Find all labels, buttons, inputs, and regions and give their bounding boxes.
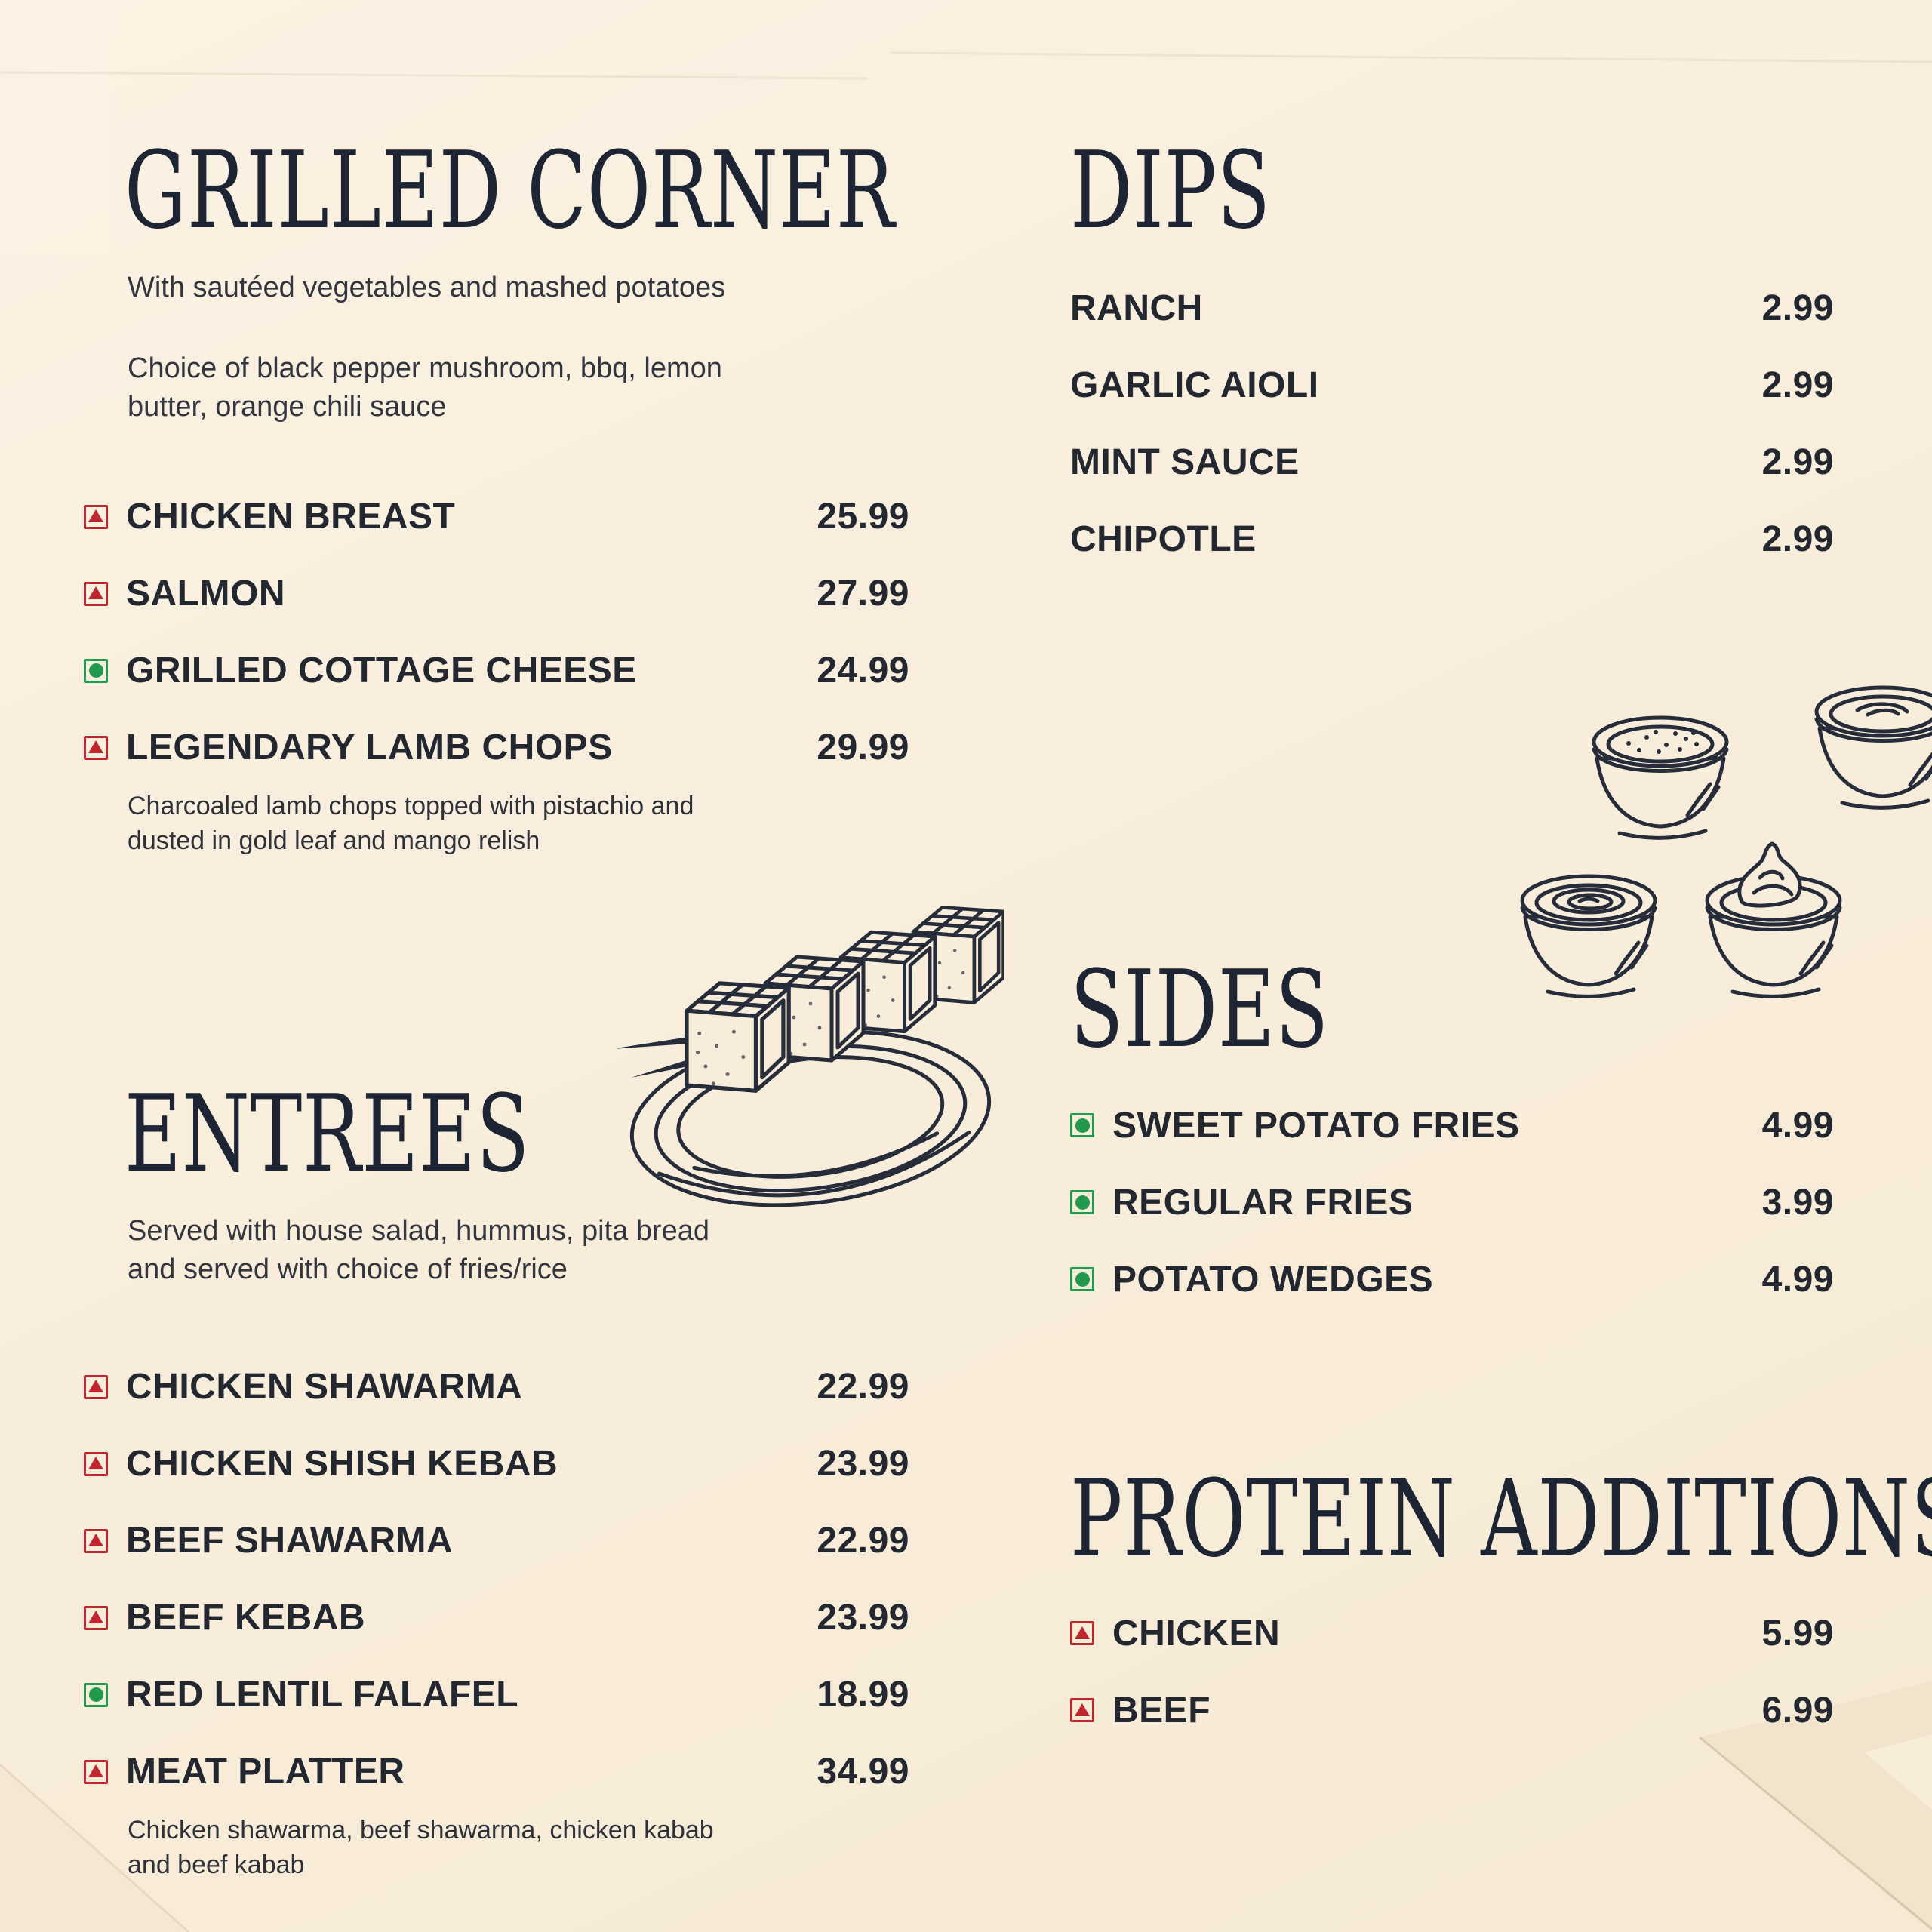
diet-icon (84, 1528, 108, 1553)
menu-item-row: CHICKEN 5.99 (1070, 1613, 1834, 1654)
menu-item-price: 24.99 (817, 651, 909, 691)
menu-item-name: SALMON (126, 574, 285, 614)
menu-item-price: 2.99 (1761, 365, 1834, 405)
section-note: Choice of black pepper mushroom, bbq, le… (128, 352, 722, 423)
menu-item-name: CHICKEN SHISH KEBAB (126, 1444, 558, 1484)
menu-item-price: 22.99 (817, 1521, 909, 1561)
diet-icon (84, 1451, 108, 1476)
section-protein-additions: PROTEIN ADDITIONS CHICKEN 5.99 BEEF 6.99 (1070, 1457, 1932, 1769)
section-entrees: ENTREES Served with house salad, hummus,… (84, 1072, 909, 1924)
menu-item-price: 27.99 (817, 574, 909, 614)
menu-item-name: RANCH (1070, 288, 1203, 328)
menu-item-price: 2.99 (1761, 441, 1834, 482)
menu-item-row: SALMON 27.99 (84, 574, 909, 614)
menu-item-list: RANCH 2.99 GARLIC AIOLI 2.99 MINT SAUCE … (1070, 288, 1834, 559)
section-subtitle: Served with house salad, hummus, pita br… (128, 1215, 709, 1285)
section-title-entrees: ENTREES (125, 1072, 531, 1196)
menu-item-row: RANCH 2.99 (1070, 288, 1834, 328)
menu-item-row: CHICKEN SHISH KEBAB 23.99 (84, 1444, 909, 1484)
menu-item-row: POTATO WEDGES 4.99 (1070, 1259, 1834, 1300)
menu-item-row: MEAT PLATTER 34.99 (84, 1752, 909, 1792)
menu-item-row: RED LENTIL FALAFEL 18.99 (84, 1675, 909, 1715)
kebab-plate-illustration (617, 854, 1004, 1208)
menu-item-price: 2.99 (1761, 288, 1834, 328)
menu-item-name: CHICKEN SHAWARMA (126, 1367, 523, 1407)
diet-icon (1070, 1190, 1094, 1214)
menu-item-price: 6.99 (1761, 1690, 1834, 1730)
menu-item-name: CHICKEN (1112, 1613, 1281, 1654)
section-title-grilled-corner: GRILLED CORNER (125, 129, 896, 253)
section-title-sides: SIDES (1070, 948, 1329, 1072)
menu-item-price: 18.99 (817, 1675, 909, 1715)
menu-item-row: REGULAR FRIES 3.99 (1070, 1182, 1834, 1223)
menu-item-name: REGULAR FRIES (1112, 1182, 1414, 1223)
menu-item-name: BEEF (1112, 1690, 1211, 1730)
section-title-protein-additions: PROTEIN ADDITIONS (1070, 1457, 1932, 1581)
diet-icon (84, 1374, 108, 1399)
menu-item-name: RED LENTIL FALAFEL (126, 1675, 519, 1715)
menu-item-list: CHICKEN 5.99 BEEF 6.99 (1070, 1613, 1834, 1730)
menu-item-price: 3.99 (1761, 1182, 1834, 1223)
diet-icon (1070, 1621, 1094, 1645)
menu-item-description: Charcoaled lamb chops topped with pistac… (128, 791, 694, 855)
menu-item-name: CHICKEN BREAST (126, 497, 456, 537)
menu-item-name: MEAT PLATTER (126, 1752, 405, 1792)
menu-item-price: 23.99 (817, 1444, 909, 1484)
section-sides: SIDES SWEET POTATO FRIES 4.99 REGULAR FR… (1070, 953, 1834, 1338)
diet-icon (1070, 1698, 1094, 1722)
menu-item-row: GRILLED COTTAGE CHEESE 24.99 (84, 651, 909, 691)
menu-item-row: BEEF KEBAB 23.99 (84, 1598, 909, 1638)
menu-item-row: CHICKEN SHAWARMA 22.99 (84, 1367, 909, 1407)
section-grilled-corner: GRILLED CORNER With sautéed vegetables a… (84, 129, 909, 900)
menu-item-name: LEGENDARY LAMB CHOPS (126, 728, 613, 768)
menu-item-name: POTATO WEDGES (1112, 1259, 1434, 1300)
menu-item-name: SWEET POTATO FRIES (1112, 1105, 1520, 1146)
section-subtitle: With sautéed vegetables and mashed potat… (128, 272, 726, 303)
menu-item-list: SWEET POTATO FRIES 4.99 REGULAR FRIES 3.… (1070, 1105, 1834, 1300)
menu-item-price: 4.99 (1761, 1259, 1834, 1300)
menu-item-row: LEGENDARY LAMB CHOPS 29.99 (84, 728, 909, 768)
dip-bowls-illustration (1509, 648, 1932, 1002)
menu-item-price: 23.99 (817, 1598, 909, 1638)
menu-item-price: 2.99 (1761, 518, 1834, 559)
menu-item-description: Chicken shawarma, beef shawarma, chicken… (128, 1815, 714, 1880)
diet-icon (84, 504, 108, 529)
menu-item-row: MINT SAUCE 2.99 (1070, 441, 1834, 482)
menu-item-name: MINT SAUCE (1070, 441, 1300, 482)
diet-icon (84, 1605, 108, 1630)
menu-item-name: GRILLED COTTAGE CHEESE (126, 651, 637, 691)
diet-icon (84, 581, 108, 606)
menu-item-price: 4.99 (1761, 1105, 1834, 1146)
menu-item-price: 34.99 (817, 1752, 909, 1792)
menu-item-name: GARLIC AIOLI (1070, 365, 1319, 405)
menu-item-row: GARLIC AIOLI 2.99 (1070, 365, 1834, 405)
diet-icon (1070, 1267, 1094, 1291)
menu-item-name: BEEF KEBAB (126, 1598, 366, 1638)
menu-item-price: 5.99 (1761, 1613, 1834, 1654)
menu-item-row: BEEF SHAWARMA 22.99 (84, 1521, 909, 1561)
menu-item-list: CHICKEN SHAWARMA 22.99 CHICKEN SHISH KEB… (84, 1367, 909, 1882)
diet-icon (84, 1759, 108, 1784)
menu-item-name: CHIPOTLE (1070, 518, 1257, 559)
menu-item-price: 22.99 (817, 1367, 909, 1407)
diet-icon (1070, 1113, 1094, 1137)
menu-item-price: 25.99 (817, 497, 909, 537)
section-dips: DIPS RANCH 2.99 GARLIC AIOLI 2.99 (1070, 134, 1834, 598)
menu-item-row: BEEF 6.99 (1070, 1690, 1834, 1730)
menu-item-name: BEEF SHAWARMA (126, 1521, 454, 1561)
diet-icon (84, 658, 108, 683)
menu-item-list: CHICKEN BREAST 25.99 SALMON 27.99 GRILLE… (84, 497, 909, 858)
menu-item-row: CHICKEN BREAST 25.99 (84, 497, 909, 537)
menu-item-row: SWEET POTATO FRIES 4.99 (1070, 1105, 1834, 1146)
menu-item-row: CHIPOTLE 2.99 (1070, 518, 1834, 559)
section-title-dips: DIPS (1070, 129, 1271, 253)
diet-icon (84, 1682, 108, 1707)
diet-icon (84, 735, 108, 760)
menu-item-price: 29.99 (817, 728, 909, 768)
